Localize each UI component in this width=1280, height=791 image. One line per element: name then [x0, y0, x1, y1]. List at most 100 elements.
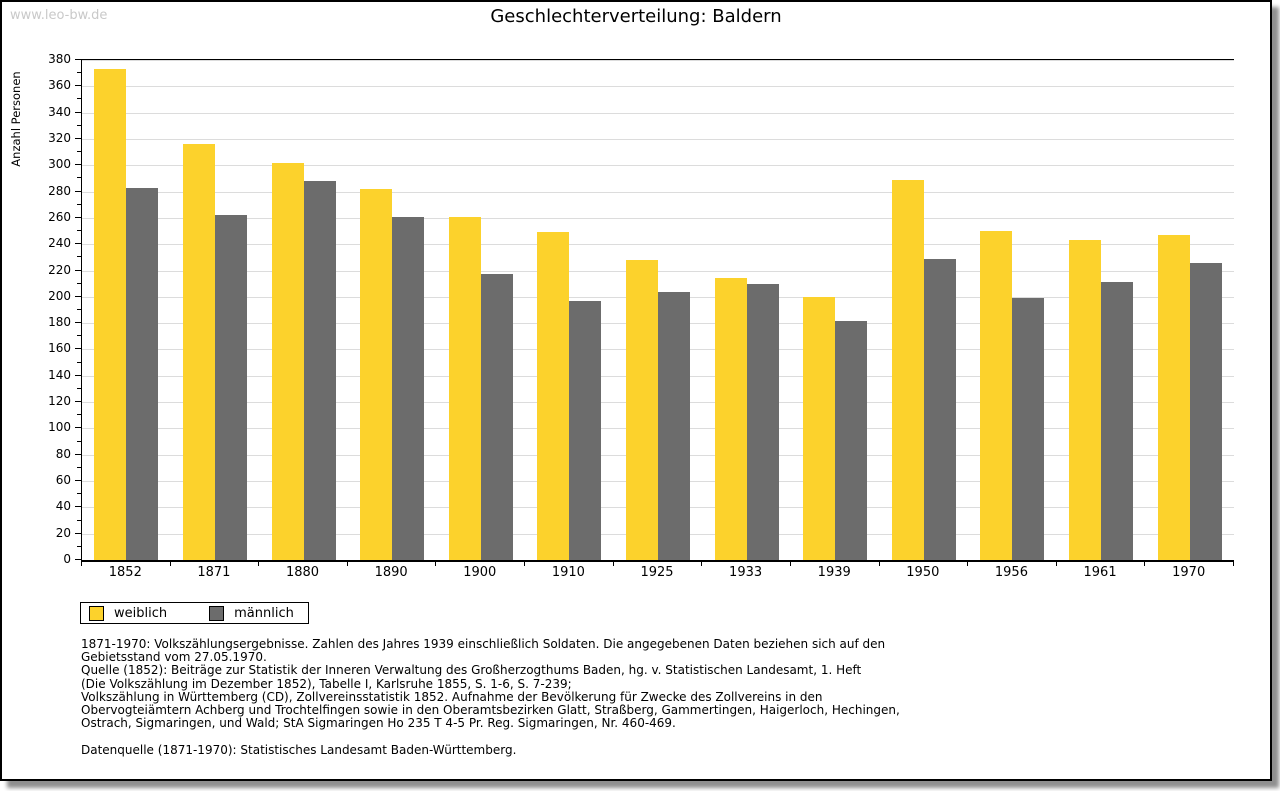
bar-group-1900 [436, 60, 525, 560]
gridline [82, 138, 1234, 140]
y-tick [75, 269, 81, 271]
y-tick-label: 80 [55, 446, 71, 461]
bar-weiblich-1852 [94, 69, 127, 560]
x-tick [701, 561, 703, 566]
footnotes: 1871-1970: Volkszählungsergebnisse. Zahl… [81, 637, 941, 757]
x-tick-label: 1933 [729, 565, 763, 580]
y-tick-label: 240 [48, 236, 71, 251]
y-tick-label: 160 [48, 341, 71, 356]
y-tick [75, 559, 81, 560]
legend-swatch-maennlich [209, 605, 225, 621]
x-tick-label: 1925 [640, 565, 674, 580]
y-tick [77, 361, 81, 363]
y-tick-label: 40 [55, 499, 71, 514]
gridline [82, 86, 1234, 88]
bar-group-1910 [525, 60, 614, 560]
bar-männlich-1970 [1189, 262, 1222, 560]
y-tick [75, 85, 81, 87]
bar-männlich-1961 [1101, 282, 1134, 560]
y-tick [75, 532, 81, 534]
y-tick [77, 124, 81, 126]
gridline [82, 244, 1234, 246]
bar-weiblich-1956 [980, 231, 1013, 560]
bar-weiblich-1880 [271, 162, 304, 560]
y-tick [77, 335, 81, 337]
bar-männlich-1925 [657, 291, 690, 560]
y-tick-label: 280 [48, 183, 71, 198]
footnote-line: Volkszählung in Württemberg (CD), Zollve… [81, 689, 823, 704]
bar-group-1852 [82, 60, 171, 560]
x-tick [612, 561, 614, 566]
y-tick-label: 140 [48, 367, 71, 382]
bar-männlich-1890 [392, 216, 425, 560]
y-tick [75, 322, 81, 324]
gridline [82, 165, 1234, 167]
bar-weiblich-1925 [625, 260, 658, 560]
bar-weiblich-1871 [182, 144, 215, 560]
y-tick [75, 506, 81, 508]
x-tick [789, 561, 791, 566]
bar-group-1939 [791, 60, 880, 560]
x-tick-label: 1961 [1083, 565, 1117, 580]
x-tick-label: 1939 [817, 565, 851, 580]
x-tick-label: 1880 [285, 565, 320, 580]
x-tick [967, 561, 969, 566]
y-tick-label: 100 [48, 420, 71, 435]
x-tick-label: 1970 [1172, 565, 1206, 580]
x-tick [346, 561, 348, 566]
bar-weiblich-1933 [714, 278, 747, 560]
bar-männlich-1900 [480, 274, 513, 560]
bar-weiblich-1950 [891, 179, 924, 560]
x-tick-label: 1950 [906, 565, 940, 580]
y-tick [75, 295, 81, 297]
y-tick [77, 493, 81, 495]
y-tick [77, 387, 81, 389]
bar-männlich-1956 [1012, 298, 1045, 560]
y-tick-label: 300 [48, 157, 71, 172]
y-tick [77, 98, 81, 100]
bar-männlich-1950 [923, 258, 956, 560]
y-tick [75, 480, 81, 482]
y-tick [77, 72, 81, 74]
bar-weiblich-1890 [360, 188, 393, 560]
y-tick [77, 230, 81, 232]
x-tick [258, 561, 260, 566]
gridline [82, 112, 1234, 114]
y-tick-label: 120 [48, 394, 71, 409]
y-tick-label: 200 [48, 288, 71, 303]
bar-group-1970 [1145, 60, 1234, 560]
x-tick [1233, 561, 1234, 566]
plot-area [81, 59, 1234, 562]
bar-group-1950 [880, 60, 969, 560]
footnote-line: Ostrach, Sigmaringen, und Wald; StA Sigm… [81, 716, 676, 731]
gridline [82, 270, 1234, 272]
y-tick [77, 414, 81, 416]
y-tick [77, 519, 81, 521]
y-tick [77, 466, 81, 468]
gridline [82, 60, 1234, 61]
y-tick-label: 60 [55, 473, 71, 488]
footnote-line [81, 730, 941, 743]
bar-männlich-1933 [746, 283, 779, 560]
legend-swatch-weiblich [89, 605, 104, 621]
footnote-line: (Die Volkszählung im Dezember 1852), Tab… [81, 676, 572, 691]
chart-title: Geschlechterverteilung: Baldern [490, 6, 782, 27]
watermark: www.leo-bw.de [10, 8, 108, 23]
footnote-line: Obervogteiämtern Achberg und Trochtelfin… [81, 703, 900, 718]
legend: weiblich männlich [80, 602, 309, 624]
bar-group-1956 [968, 60, 1057, 560]
y-tick-label: 320 [48, 130, 71, 145]
y-tick [75, 401, 81, 403]
bar-weiblich-1939 [803, 296, 836, 560]
bar-group-1871 [171, 60, 260, 560]
y-tick [75, 216, 81, 218]
y-tick [77, 545, 81, 547]
gridline [82, 217, 1234, 219]
y-tick [77, 203, 81, 205]
x-tick [1055, 561, 1057, 566]
x-tick-label: 1900 [463, 565, 497, 580]
bar-weiblich-1900 [448, 216, 481, 560]
y-tick [77, 256, 81, 258]
x-tick-label: 1871 [197, 565, 231, 580]
y-tick [75, 164, 81, 166]
